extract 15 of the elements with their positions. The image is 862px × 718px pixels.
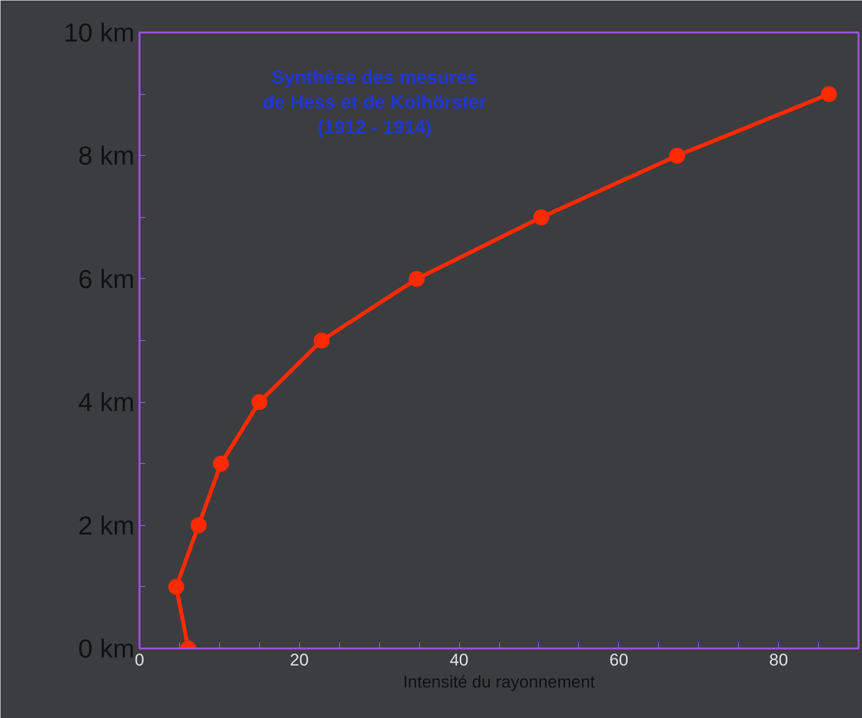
x-tick-label: 40 — [450, 650, 469, 670]
point — [168, 578, 184, 595]
point — [669, 148, 686, 164]
point — [533, 209, 550, 226]
x-tick-label: 0 — [134, 650, 144, 670]
point — [251, 394, 268, 410]
point — [820, 86, 837, 102]
x-tick-label: 80 — [769, 650, 788, 670]
x-tick-label: 20 — [290, 650, 309, 670]
point — [212, 456, 229, 472]
x-tick-label: 60 — [609, 650, 628, 670]
text: Synthèse des mesures de Hess et de Kolhörster (1912 - 1914) — [262, 68, 488, 138]
point — [190, 517, 207, 534]
point — [314, 332, 330, 348]
point — [408, 270, 425, 287]
